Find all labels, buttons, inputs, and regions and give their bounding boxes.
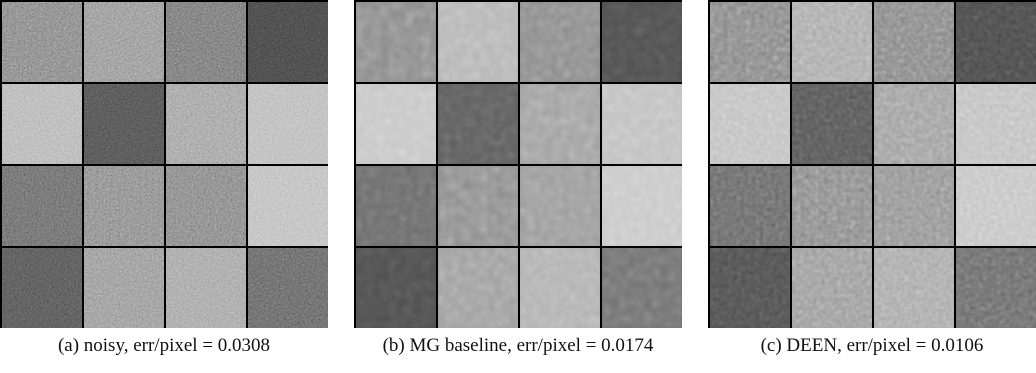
image-patch xyxy=(2,2,82,82)
image-patch xyxy=(166,2,246,82)
image-patch xyxy=(438,84,518,164)
image-patch xyxy=(438,2,518,82)
image-patch xyxy=(2,84,82,164)
caption-mg-baseline: (b) MG baseline, err/pixel = 0.0174 xyxy=(382,335,654,356)
image-patch xyxy=(520,248,600,328)
image-patch xyxy=(956,84,1036,164)
image-grid-mg-baseline xyxy=(354,0,682,328)
image-patch xyxy=(792,2,872,82)
image-patch xyxy=(248,166,328,246)
image-patch xyxy=(166,248,246,328)
image-patch xyxy=(520,84,600,164)
image-patch xyxy=(248,2,328,82)
image-patch xyxy=(248,248,328,328)
image-grid-noisy xyxy=(0,0,328,328)
image-patch xyxy=(874,166,954,246)
image-patch xyxy=(520,2,600,82)
image-patch xyxy=(792,84,872,164)
image-patch xyxy=(2,166,82,246)
image-patch xyxy=(84,84,164,164)
image-patch xyxy=(710,84,790,164)
image-patch xyxy=(874,2,954,82)
image-patch xyxy=(356,2,436,82)
image-patch xyxy=(84,248,164,328)
image-patch xyxy=(792,248,872,328)
caption-noisy: (a) noisy, err/pixel = 0.0308 xyxy=(57,335,271,356)
image-patch xyxy=(602,2,682,82)
caption-deen: (c) DEEN, err/pixel = 0.0106 xyxy=(760,335,984,356)
image-patch xyxy=(602,84,682,164)
image-patch xyxy=(356,84,436,164)
image-patch xyxy=(356,248,436,328)
image-patch xyxy=(520,166,600,246)
image-patch xyxy=(438,166,518,246)
image-patch xyxy=(166,166,246,246)
image-grid-deen xyxy=(708,0,1036,328)
image-patch xyxy=(874,248,954,328)
image-patch xyxy=(710,2,790,82)
image-patch xyxy=(84,166,164,246)
image-patch xyxy=(710,248,790,328)
image-patch xyxy=(248,84,328,164)
image-patch xyxy=(84,2,164,82)
image-patch xyxy=(956,248,1036,328)
image-patch xyxy=(874,84,954,164)
image-patch xyxy=(710,166,790,246)
image-patch xyxy=(356,166,436,246)
image-patch xyxy=(166,84,246,164)
image-patch xyxy=(602,166,682,246)
image-patch xyxy=(956,166,1036,246)
image-patch xyxy=(438,248,518,328)
image-patch xyxy=(602,248,682,328)
image-patch xyxy=(792,166,872,246)
image-patch xyxy=(956,2,1036,82)
image-patch xyxy=(2,248,82,328)
